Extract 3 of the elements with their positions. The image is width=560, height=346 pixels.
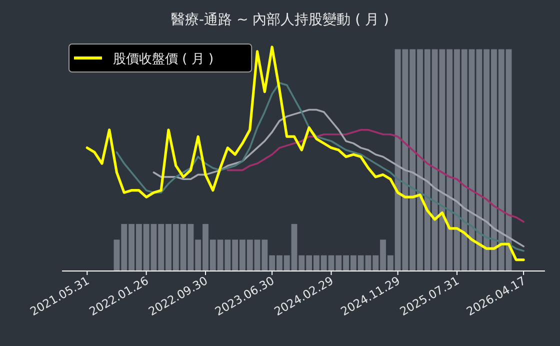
legend-label: 股價收盤價 ( 月 ) (113, 52, 214, 67)
chart-title: 醫療-通路 ~ 內部人持股變動 ( 月 ) (171, 12, 389, 28)
legend: 股價收盤價 ( 月 ) (68, 44, 252, 72)
